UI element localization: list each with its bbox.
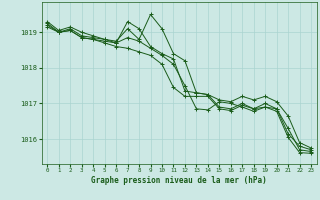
X-axis label: Graphe pression niveau de la mer (hPa): Graphe pression niveau de la mer (hPa) xyxy=(91,176,267,185)
